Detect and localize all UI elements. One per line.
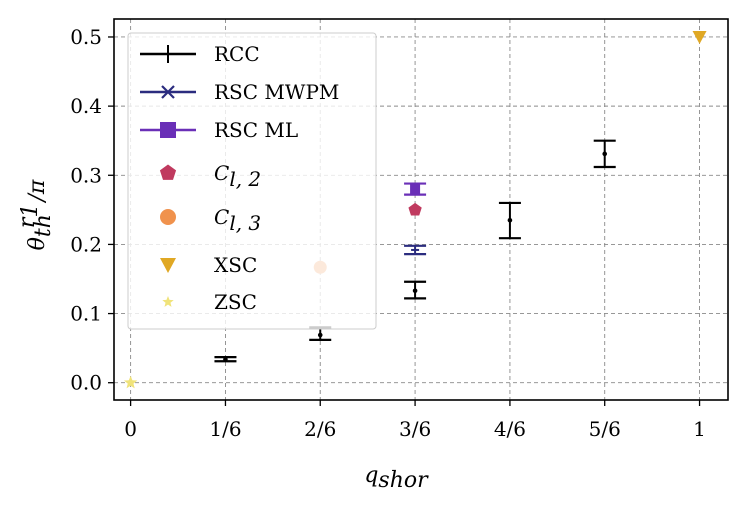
plot-frame — [113, 18, 729, 401]
y-axis-label-sub: th — [31, 214, 56, 237]
legend-label-rsc-ml: RSC ML — [214, 118, 298, 142]
legend-label-c-l2-sub: l, 2 — [229, 167, 261, 191]
point-rcc — [602, 151, 608, 157]
legend-label-c-l3-main: C — [214, 205, 229, 229]
y-tick-label: 0.4 — [70, 94, 102, 118]
legend-handle-xsc — [160, 258, 176, 273]
point-rcc — [317, 332, 323, 338]
legend-handle-rsc-mwpm-x — [161, 85, 175, 99]
legend-handle-rsc-mwpm-x-b — [161, 85, 175, 99]
x-tick-label: 5/6 — [589, 417, 621, 441]
y-tick-label: 0.5 — [70, 25, 102, 49]
point-xsc — [692, 30, 707, 44]
point-rcc — [507, 217, 513, 223]
point-zsc — [123, 375, 138, 389]
point-c-l-2 — [408, 202, 422, 216]
x-tick-label: 4/6 — [494, 417, 526, 441]
legend-handle-rsc-ml — [140, 122, 196, 138]
legend: RCC RSC MWPM RSC ML Cl, 2 Cl, 3 XSC ZSC — [127, 32, 377, 330]
legend-label-c-l3-sub: l, 3 — [229, 211, 261, 235]
x-tick-label: 3/6 — [399, 417, 431, 441]
point-rcc — [223, 356, 228, 362]
point-rsc-ml — [410, 184, 421, 195]
legend-frame — [127, 32, 377, 330]
legend-handle-rcc — [140, 45, 196, 63]
legend-label-zsc: ZSC — [214, 290, 257, 314]
legend-label-c-l3: Cl, 3 — [214, 205, 261, 235]
y-axis-label: θthr1/π — [15, 179, 56, 250]
y-axis-label-tail: /π — [25, 179, 50, 203]
y-axis-label-sup: r — [15, 216, 40, 228]
y-tick-label: 0.1 — [70, 302, 102, 326]
x-axis-label: qshor — [364, 463, 429, 493]
x-axis-label-main: q — [364, 463, 378, 488]
legend-handle-c-l-2 — [159, 164, 177, 180]
legend-label-rsc-mwpm: RSC MWPM — [214, 80, 339, 104]
legend-handle-rsc-mwpm — [140, 85, 196, 99]
y-axis-label-main: θ — [25, 237, 50, 250]
legend-handles — [140, 45, 196, 307]
x-tick-label: 2/6 — [304, 417, 336, 441]
x-tick-label: 1 — [693, 417, 706, 441]
axis-ticks: 0 1/6 2/6 3/6 4/6 5/6 1 0.0 0.1 0.2 0.3 0.4 0.5 — [70, 25, 706, 441]
y-tick-label: 0.2 — [70, 232, 102, 256]
legend-handle-c-l-3 — [160, 209, 176, 225]
legend-handle-rsc-ml-square — [160, 122, 176, 138]
legend-label-xsc: XSC — [214, 253, 257, 277]
y-tick-label: 0.0 — [70, 371, 102, 395]
legend-label-rcc: RCC — [214, 42, 260, 66]
y-axis-label-sup-sub: 1 — [18, 204, 43, 218]
legend-label-c-l2-main: C — [214, 161, 229, 185]
y-tick-label: 0.3 — [70, 163, 102, 187]
x-axis-label-sub: shor — [378, 468, 429, 493]
x-tick-label: 1/6 — [209, 417, 241, 441]
x-tick-label: 0 — [124, 417, 137, 441]
legend-handle-zsc — [162, 296, 174, 307]
point-rcc — [412, 288, 418, 294]
legend-label-c-l2: Cl, 2 — [214, 161, 261, 191]
